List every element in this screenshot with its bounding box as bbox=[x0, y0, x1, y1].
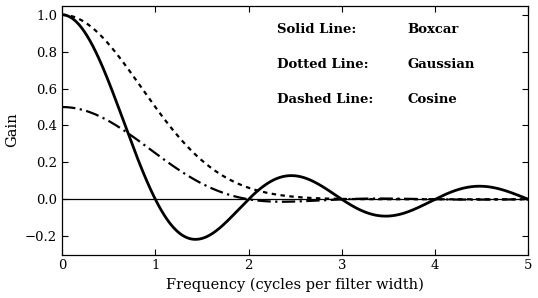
Text: Dotted Line:: Dotted Line: bbox=[277, 58, 368, 71]
Text: Cosine: Cosine bbox=[407, 93, 457, 106]
Text: Boxcar: Boxcar bbox=[407, 23, 458, 36]
X-axis label: Frequency (cycles per filter width): Frequency (cycles per filter width) bbox=[166, 278, 424, 292]
Text: Solid Line:: Solid Line: bbox=[277, 23, 356, 36]
Text: Dashed Line:: Dashed Line: bbox=[277, 93, 373, 106]
Y-axis label: Gain: Gain bbox=[5, 113, 19, 148]
Text: Gaussian: Gaussian bbox=[407, 58, 475, 71]
